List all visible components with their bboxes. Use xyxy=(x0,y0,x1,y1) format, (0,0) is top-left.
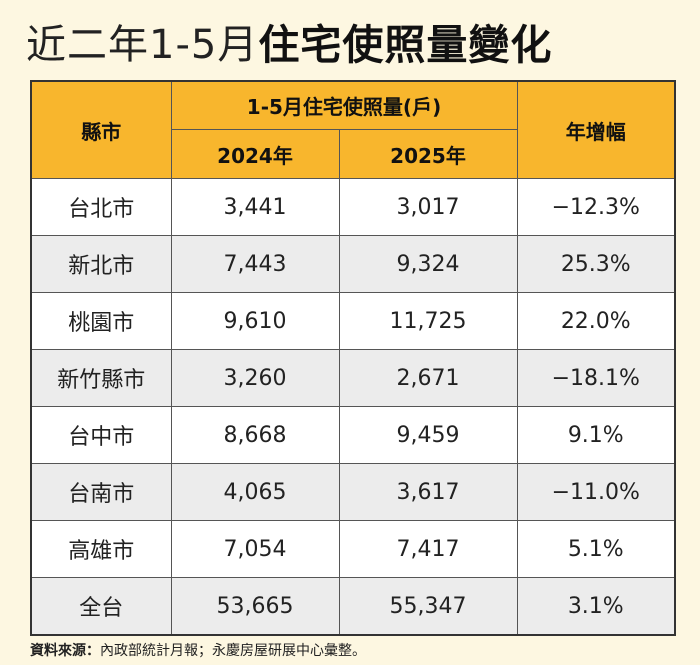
value-2025-cell: 55,347 xyxy=(338,577,518,636)
table-row-total: 全台 53,665 55,347 3.1% xyxy=(30,577,676,636)
city-cell: 高雄市 xyxy=(30,520,172,578)
value-2024-cell: 8,668 xyxy=(170,406,340,464)
value-2024-cell: 4,065 xyxy=(170,463,340,521)
value-2025-cell: 9,459 xyxy=(338,406,518,464)
growth-cell: 25.3% xyxy=(516,235,676,293)
value-2024-cell: 7,443 xyxy=(170,235,340,293)
header-city: 縣市 xyxy=(30,80,172,179)
value-2025-cell: 7,417 xyxy=(338,520,518,578)
growth-cell: −18.1% xyxy=(516,349,676,407)
growth-cell: 9.1% xyxy=(516,406,676,464)
value-2025-cell: 3,017 xyxy=(338,178,518,236)
header-growth: 年增幅 xyxy=(516,80,676,179)
value-2024-cell: 3,260 xyxy=(170,349,340,407)
table-row: 高雄市 7,054 7,417 5.1% xyxy=(30,520,676,578)
source-note: 資料來源：內政部統計月報；永慶房屋研展中心彙整。 xyxy=(30,640,366,660)
growth-cell: 22.0% xyxy=(516,292,676,350)
value-2025-cell: 11,725 xyxy=(338,292,518,350)
header-permit-group: 1-5月住宅使照量(戶) xyxy=(170,80,518,130)
housing-permits-table: 縣市 1-5月住宅使照量(戶) 年增幅 2024年 2025年 台北市 3,44… xyxy=(30,80,677,636)
city-cell: 全台 xyxy=(30,577,172,636)
table-row: 台南市 4,065 3,617 −11.0% xyxy=(30,463,676,521)
value-2024-cell: 53,665 xyxy=(170,577,340,636)
value-2025-cell: 2,671 xyxy=(338,349,518,407)
source-text: 內政部統計月報；永慶房屋研展中心彙整。 xyxy=(100,643,366,659)
header-year-2025: 2025年 xyxy=(338,129,518,179)
growth-cell: −11.0% xyxy=(516,463,676,521)
table-row: 桃園市 9,610 11,725 22.0% xyxy=(30,292,676,350)
title-prefix: 近二年1-5月 xyxy=(26,22,259,68)
page-title: 近二年1-5月 住宅使照量變化 xyxy=(26,6,686,76)
growth-cell: 3.1% xyxy=(516,577,676,636)
table-row: 台中市 8,668 9,459 9.1% xyxy=(30,406,676,464)
table-row: 新竹縣市 3,260 2,671 −18.1% xyxy=(30,349,676,407)
value-2025-cell: 9,324 xyxy=(338,235,518,293)
growth-cell: −12.3% xyxy=(516,178,676,236)
growth-cell: 5.1% xyxy=(516,520,676,578)
city-cell: 新竹縣市 xyxy=(30,349,172,407)
city-cell: 新北市 xyxy=(30,235,172,293)
city-cell: 台北市 xyxy=(30,178,172,236)
city-cell: 桃園市 xyxy=(30,292,172,350)
header-year-2024: 2024年 xyxy=(170,129,340,179)
table-row: 台北市 3,441 3,017 −12.3% xyxy=(30,178,676,236)
table-row: 新北市 7,443 9,324 25.3% xyxy=(30,235,676,293)
value-2024-cell: 9,610 xyxy=(170,292,340,350)
source-label: 資料來源： xyxy=(30,643,100,659)
city-cell: 台南市 xyxy=(30,463,172,521)
value-2024-cell: 7,054 xyxy=(170,520,340,578)
city-cell: 台中市 xyxy=(30,406,172,464)
value-2024-cell: 3,441 xyxy=(170,178,340,236)
value-2025-cell: 3,617 xyxy=(338,463,518,521)
title-main: 住宅使照量變化 xyxy=(258,21,553,69)
